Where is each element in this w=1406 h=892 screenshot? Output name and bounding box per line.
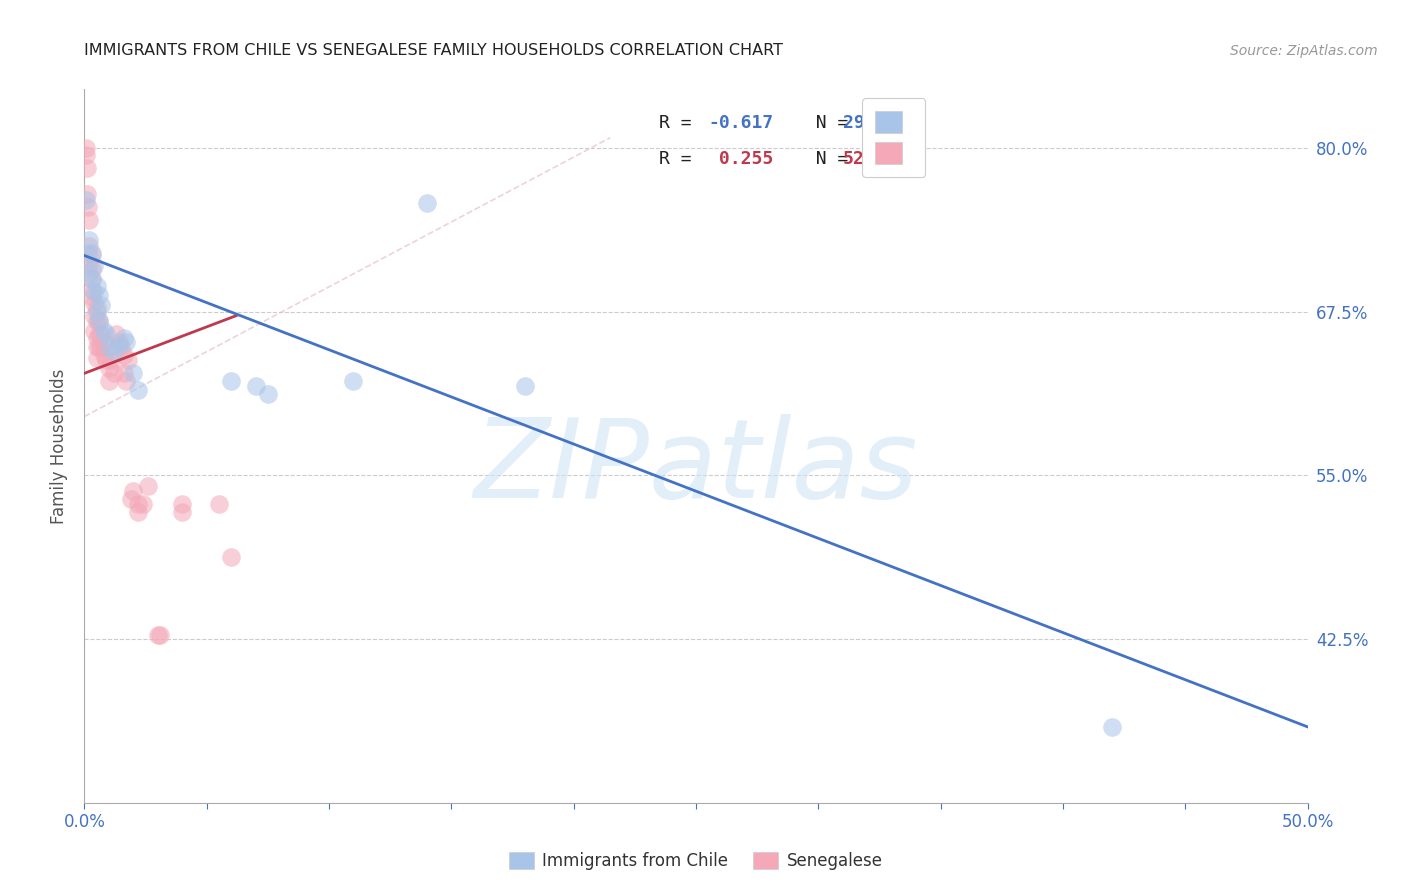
Point	[172, 505, 194, 519]
Point	[208, 497, 231, 511]
Point	[120, 491, 142, 506]
Point	[149, 628, 172, 642]
Point	[245, 379, 267, 393]
Point	[83, 309, 105, 323]
Point	[172, 497, 194, 511]
Legend: Immigrants from Chile, Senegalese: Immigrants from Chile, Senegalese	[502, 845, 890, 877]
Point	[75, 147, 97, 161]
Point	[80, 261, 103, 276]
Point	[103, 367, 125, 381]
Point	[90, 326, 112, 341]
Text: R =: R =	[659, 150, 703, 168]
Point	[112, 348, 135, 362]
Point	[97, 361, 120, 376]
Point	[77, 213, 100, 227]
Point	[87, 314, 110, 328]
Point	[96, 326, 118, 341]
Point	[107, 334, 129, 349]
Point	[219, 374, 242, 388]
Point	[107, 337, 129, 351]
Point	[103, 344, 125, 359]
Point	[83, 285, 105, 300]
Point	[219, 549, 242, 564]
Point	[96, 353, 118, 368]
Point	[127, 505, 149, 519]
Point	[90, 340, 112, 354]
Point	[83, 295, 105, 310]
Point	[86, 331, 108, 345]
Point	[86, 314, 108, 328]
Point	[75, 141, 97, 155]
Text: N =: N =	[794, 114, 859, 132]
Text: 52: 52	[842, 150, 865, 168]
Point	[90, 298, 112, 312]
Point	[100, 353, 122, 368]
Point	[110, 340, 132, 354]
Point	[76, 186, 98, 201]
Point	[112, 367, 135, 381]
Y-axis label: Family Households: Family Households	[51, 368, 69, 524]
Point	[86, 351, 108, 365]
Point	[83, 259, 105, 273]
Point	[93, 325, 115, 339]
Point	[513, 379, 536, 393]
Text: -0.617: -0.617	[709, 114, 773, 132]
Text: 0.255: 0.255	[709, 150, 773, 168]
Point	[127, 497, 149, 511]
Point	[97, 374, 120, 388]
Point	[342, 374, 364, 388]
Point	[136, 479, 159, 493]
Point	[257, 387, 280, 401]
Point	[77, 245, 100, 260]
Point	[1101, 720, 1123, 734]
Point	[93, 334, 115, 349]
Point	[80, 290, 103, 304]
Text: Source: ZipAtlas.com: Source: ZipAtlas.com	[1230, 44, 1378, 58]
Point	[83, 325, 105, 339]
Text: IMMIGRANTS FROM CHILE VS SENEGALESE FAMILY HOUSEHOLDS CORRELATION CHART: IMMIGRANTS FROM CHILE VS SENEGALESE FAMI…	[84, 43, 783, 58]
Text: R =: R =	[659, 114, 703, 132]
Point	[93, 348, 115, 362]
Text: ZIPatlas: ZIPatlas	[474, 414, 918, 521]
Point	[75, 194, 97, 208]
Point	[416, 196, 439, 211]
Point	[122, 367, 145, 381]
Point	[87, 326, 110, 341]
Point	[117, 353, 139, 368]
Point	[115, 374, 138, 388]
Point	[77, 239, 100, 253]
Text: 29: 29	[842, 114, 865, 132]
Point	[80, 245, 103, 260]
Point	[132, 497, 155, 511]
Point	[87, 287, 110, 301]
Point	[86, 301, 108, 315]
Text: N =: N =	[794, 150, 859, 168]
Point	[115, 334, 138, 349]
Point	[105, 326, 128, 341]
Point	[77, 200, 100, 214]
Point	[87, 314, 110, 328]
Point	[80, 272, 103, 286]
Point	[77, 266, 100, 280]
Point	[86, 305, 108, 319]
Point	[122, 484, 145, 499]
Point	[146, 628, 169, 642]
Point	[87, 340, 110, 354]
Point	[77, 256, 100, 270]
Point	[80, 283, 103, 297]
Point	[80, 272, 103, 286]
Point	[127, 384, 149, 398]
Point	[76, 161, 98, 175]
Point	[112, 331, 135, 345]
Point	[97, 340, 120, 354]
Point	[86, 340, 108, 354]
Point	[80, 248, 103, 262]
Point	[86, 278, 108, 293]
Point	[77, 233, 100, 247]
